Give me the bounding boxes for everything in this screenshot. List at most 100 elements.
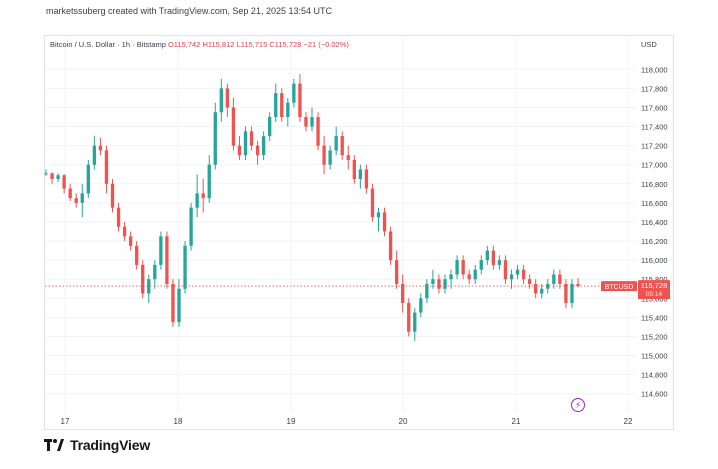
candle-body[interactable] (491, 250, 496, 265)
candle-body[interactable] (310, 117, 314, 127)
candle-body[interactable] (183, 245, 187, 289)
candle-body[interactable] (195, 193, 199, 208)
candle-body[interactable] (80, 193, 84, 203)
candle-body[interactable] (534, 283, 538, 294)
candle-body[interactable] (479, 260, 483, 270)
chart-legend: Bitcoin / U.S. Dollar · 1h · Bitstamp O1… (50, 40, 349, 49)
candle-body[interactable] (473, 269, 477, 280)
candle-body[interactable] (110, 183, 115, 208)
candle-body[interactable] (376, 212, 381, 218)
candle-body[interactable] (298, 83, 302, 118)
candle-body[interactable] (177, 288, 181, 323)
chart-frame[interactable] (44, 35, 674, 430)
candle-body[interactable] (497, 260, 502, 265)
candle-body[interactable] (382, 212, 387, 232)
candle-body[interactable] (425, 283, 429, 299)
lightning-icon[interactable]: ⚡ (571, 398, 585, 412)
candle-body[interactable] (286, 102, 290, 118)
candle-body[interactable] (515, 269, 520, 275)
legend-change: −21 (−0.02%) (303, 40, 349, 49)
candle-body[interactable] (165, 236, 169, 284)
candle-body[interactable] (86, 164, 90, 194)
candle-body[interactable] (255, 145, 260, 156)
candle-body[interactable] (521, 269, 526, 280)
candle-body[interactable] (243, 131, 248, 156)
candle-body[interactable] (141, 264, 145, 294)
candle-body[interactable] (213, 112, 217, 165)
candle-body[interactable] (153, 264, 157, 280)
candle-body[interactable] (68, 188, 72, 199)
candle-body[interactable] (122, 226, 127, 237)
candle-body[interactable] (280, 93, 284, 118)
candle-body[interactable] (98, 145, 103, 151)
candle-body[interactable] (370, 188, 375, 218)
candle-body[interactable] (189, 207, 193, 246)
candle-body[interactable] (340, 136, 344, 156)
candle-body[interactable] (358, 169, 363, 180)
candle-body[interactable] (237, 145, 242, 156)
candle-body[interactable] (219, 88, 223, 113)
candle-body[interactable] (92, 145, 97, 165)
candle-body[interactable] (249, 131, 254, 146)
candle-body[interactable] (461, 260, 465, 275)
candle-body[interactable] (558, 274, 562, 284)
candle-body[interactable] (394, 260, 399, 284)
candle-body[interactable] (407, 303, 411, 332)
candle-body[interactable] (322, 145, 326, 165)
candle-body[interactable] (346, 155, 350, 160)
candle-body[interactable] (292, 83, 296, 103)
candle-body[interactable] (316, 117, 320, 146)
candle-body[interactable] (62, 175, 66, 189)
candle-body[interactable] (104, 150, 109, 184)
candle-body[interactable] (274, 93, 278, 118)
candle-body[interactable] (261, 136, 266, 156)
candle-body[interactable] (201, 193, 205, 199)
candle-body[interactable] (467, 274, 471, 280)
currency-label[interactable]: USD (641, 40, 657, 49)
candle-body[interactable] (128, 236, 133, 246)
candle-body[interactable] (540, 288, 544, 294)
candle-body[interactable] (171, 283, 175, 323)
candle-body[interactable] (413, 312, 417, 332)
candle-body[interactable] (443, 279, 447, 289)
candle-body[interactable] (546, 283, 550, 289)
candle-body[interactable] (304, 117, 308, 127)
candle-body[interactable] (509, 274, 514, 280)
candle-body[interactable] (570, 283, 574, 304)
tradingview-logo[interactable]: TradingView (44, 437, 150, 453)
chart-credit: marketssuberg created with TradingView.c… (46, 6, 332, 16)
candle-body[interactable] (364, 169, 369, 189)
candle-body[interactable] (564, 283, 568, 304)
candle-body[interactable] (485, 250, 489, 261)
candle-body[interactable] (449, 274, 453, 280)
x-tick-label: 18 (174, 417, 183, 426)
candle-body[interactable] (135, 245, 139, 265)
candle-body[interactable] (455, 260, 459, 275)
candle-body[interactable] (56, 175, 60, 180)
candle-body[interactable] (74, 198, 78, 203)
candle-body[interactable] (431, 279, 435, 284)
y-tick-label: 114,800 (641, 371, 668, 380)
candle-body[interactable] (334, 136, 338, 151)
candle-body[interactable] (437, 279, 441, 289)
candle-body[interactable] (147, 279, 151, 294)
candle-body[interactable] (527, 279, 532, 284)
candle-body[interactable] (159, 236, 163, 265)
candle-body[interactable] (116, 207, 121, 227)
candle-body[interactable] (552, 274, 556, 284)
candle-body[interactable] (388, 231, 393, 261)
candle-body[interactable] (503, 260, 508, 280)
candle-body[interactable] (225, 88, 230, 108)
candle-body[interactable] (231, 107, 236, 146)
candle-body[interactable] (401, 283, 405, 304)
candle-body[interactable] (576, 283, 580, 287)
candle-body[interactable] (268, 117, 272, 137)
candle-body[interactable] (50, 173, 54, 180)
candle-body[interactable] (352, 159, 356, 180)
candle-body[interactable] (419, 298, 423, 313)
candle-body[interactable] (44, 173, 48, 175)
candle-body[interactable] (207, 164, 211, 199)
candle-body[interactable] (328, 150, 332, 165)
y-tick-label: 116,800 (641, 180, 668, 189)
